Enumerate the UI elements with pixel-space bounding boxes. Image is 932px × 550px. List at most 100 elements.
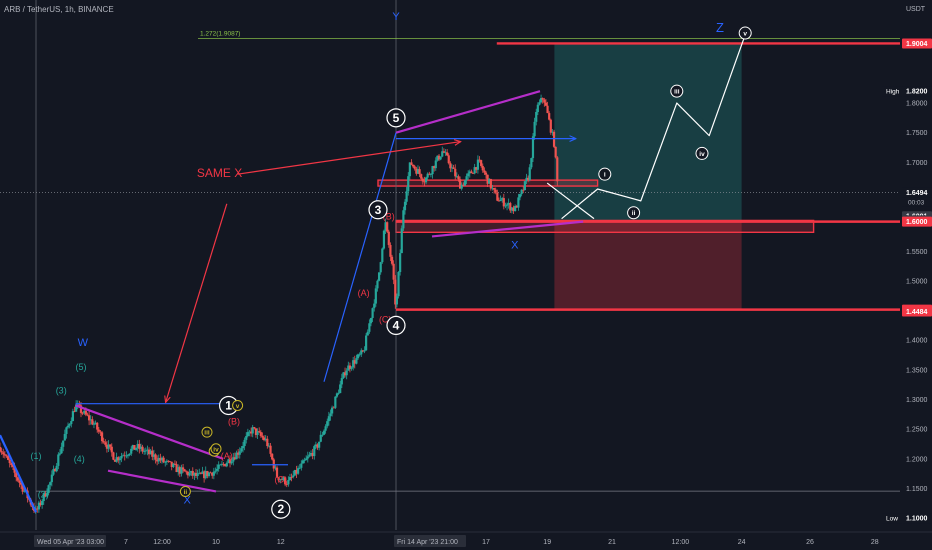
candle-body [356,354,360,359]
candle-body [444,152,447,154]
candle-body [146,449,149,451]
candle-body [381,248,384,263]
price-badge-bg [902,306,932,317]
candle-body [410,162,413,165]
price-badge-bg [902,513,932,524]
price-tick-label: 1.2000 [906,456,928,463]
candle-body [246,432,249,437]
price-badge: 1.1000 Low [882,513,932,524]
candle-body [442,151,445,153]
price-tick-label: 1.4000 [906,338,928,345]
candle-body [360,350,363,355]
candle-body [460,184,463,189]
candle-body [128,453,131,455]
wave-label: SAME X [197,166,242,180]
time-tick-box [34,535,106,547]
candle-body [512,207,515,212]
candle-body [167,460,170,462]
price-badge-sub: 00:03 [908,199,925,206]
candle-body [240,448,243,452]
price-tag: High [886,89,900,96]
candle-body [331,407,334,414]
candle-body [16,477,19,481]
candle-body [256,431,259,435]
candle-body [133,445,136,450]
candle-body [554,146,557,158]
candle-body [556,157,559,182]
candle-body [539,98,543,103]
candle-body [447,155,450,164]
symbol-title: ARB / TetherUS, 1h, BINANCE [4,5,114,14]
wave-circle [627,206,641,220]
wave-circle-label: v [232,399,244,411]
candle-body [515,206,518,208]
candle-body [405,191,408,202]
candle-body [426,173,429,178]
candle-body [23,490,26,492]
candle-body [5,455,8,457]
wave-label: (A) [358,288,370,298]
price-tick-label: 1.3500 [906,367,928,374]
wave-circle-text: iii [204,430,210,437]
candle-body [162,457,165,463]
candle-body [348,365,352,369]
candle-body [157,457,160,462]
candle-body [248,431,251,433]
wave-circle [210,443,222,455]
candle-body [313,446,316,457]
candle-body [254,428,258,435]
candle-body [36,508,39,510]
time-tick-label: 21 [608,539,616,546]
candle-body [305,458,308,461]
candle-body [274,467,277,469]
candle-body [322,430,326,435]
candle-body [58,453,62,455]
candle-body [232,457,235,462]
trend-line [395,90,541,134]
candle-body [334,396,337,408]
candle-body [483,170,486,173]
wave-circle [670,84,684,98]
candle-body [217,464,220,469]
candle-body [68,424,71,426]
candle-body [306,456,309,459]
wave-circle-label: v [738,26,752,40]
wave-label: X [184,494,192,506]
candle-body [552,131,556,147]
candle-body [318,441,321,448]
candle-body [99,431,102,433]
reference-lines: 1.272(1.9087) [0,0,900,530]
trend-line [75,404,224,460]
candle-body [429,174,433,175]
trend-line [0,434,37,513]
candle-body [233,457,236,460]
candle-body [21,484,24,492]
candle-body [42,493,45,502]
candle-body [428,173,431,175]
time-tick-box [394,535,466,547]
candle-body [177,467,180,473]
candle-body [510,207,514,211]
candle-body [63,433,66,441]
candle-body [60,446,63,454]
wave-label: (C) [275,475,288,485]
candle-body [112,452,115,460]
wave-label: (5) [76,362,87,372]
candle-body [230,461,233,464]
candle-body [292,475,295,478]
candle-body [402,210,405,229]
candle-body [199,472,202,474]
candle-body [295,469,298,474]
price-badge: 1.6494 00:03 [902,187,932,207]
profit-zone [554,43,742,222]
candle-body [514,206,517,212]
candle-body [225,463,228,467]
price-badge-bg [902,187,932,198]
loss-zone [554,221,742,310]
candle-body [489,178,492,189]
candle-body [324,426,327,431]
price-tick-label: 1.2500 [906,427,928,434]
candle-body [394,279,397,305]
